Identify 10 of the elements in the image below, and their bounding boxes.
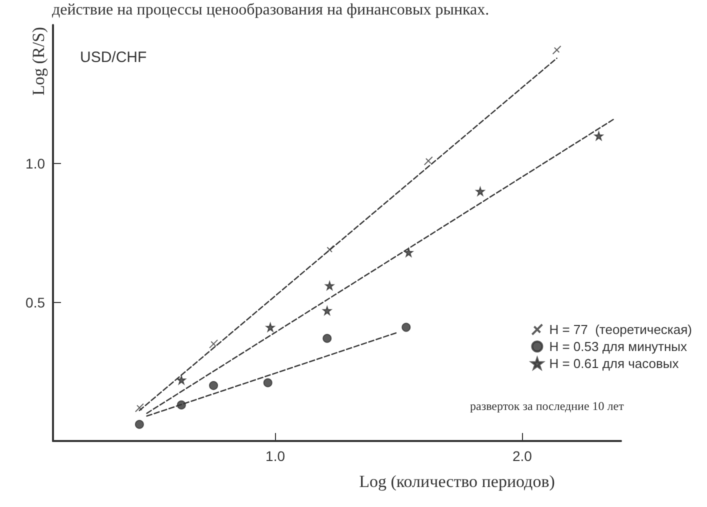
y-tick-label: 0.5 [26, 294, 46, 310]
x-axis-title: Log (количество периодов) [359, 472, 555, 491]
legend-label: H = 0.61 для часовых [549, 356, 680, 371]
legend-label: H = 77 (теоретическая) [549, 322, 692, 337]
text: действие на процессы ценообразования на финансовых рынках. [52, 2, 490, 18]
legend-label: H = 0.53 для минутных [549, 339, 688, 354]
annotation: USD/CHF [80, 49, 147, 66]
annotation: разверток за последние 10 лет [470, 399, 625, 413]
x-tick-label: 2.0 [512, 448, 532, 464]
y-axis-title: Log (R/S) [29, 27, 48, 96]
